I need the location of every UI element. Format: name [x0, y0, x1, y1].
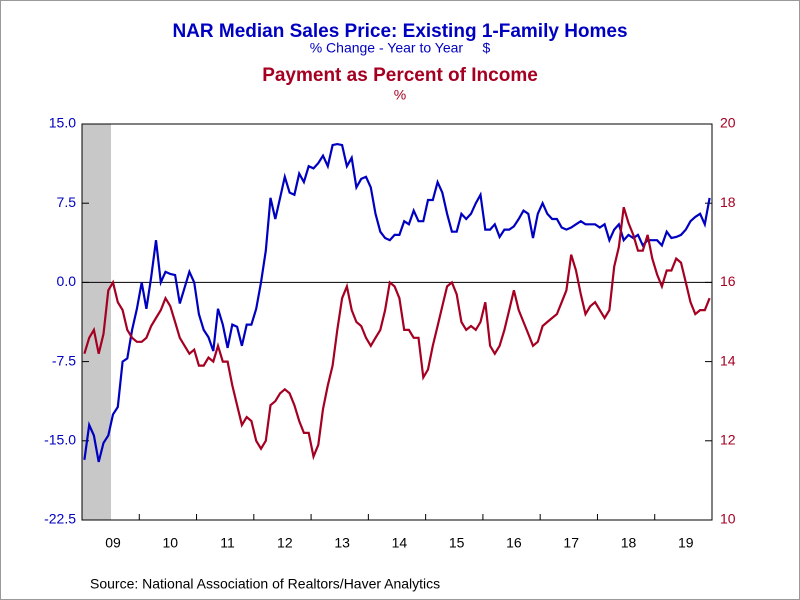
y-tick-label: -7.5	[52, 352, 76, 368]
y-tick-label: 15.0	[49, 115, 76, 131]
y-tick-label: 0.0	[57, 273, 77, 289]
series-line	[83, 142, 711, 463]
x-tick-label: 19	[678, 535, 694, 551]
series-title: NAR Median Sales Price: Existing 1-Famil…	[172, 21, 627, 42]
y2-tick-label: 12	[720, 432, 736, 448]
plot-frame	[81, 123, 713, 521]
x-tick-label: 15	[449, 535, 465, 551]
x-tick-label: 17	[563, 535, 579, 551]
x-tick-label: 11	[220, 535, 235, 551]
y2-tick-label: 18	[720, 194, 736, 210]
x-tick-label: 13	[334, 535, 350, 551]
y2-tick-label: 16	[720, 273, 736, 289]
recession-shade	[82, 124, 111, 520]
series-unit: % Change - Year to Year $	[310, 40, 491, 56]
x-tick-label: 12	[277, 535, 293, 551]
x-tick-label: 18	[621, 535, 637, 551]
source: Source: National Association of Realtors…	[90, 576, 440, 592]
x-tick-label: 09	[105, 535, 121, 551]
x-tick-label: 14	[392, 535, 408, 551]
y-tick-label: -22.5	[44, 511, 76, 527]
y2-tick-label: 10	[720, 511, 736, 527]
y-tick-label: -15.0	[44, 432, 76, 448]
y2-tick-label: 20	[720, 115, 736, 131]
series-line	[83, 206, 711, 461]
y2-tick-label: 14	[720, 352, 736, 368]
x-tick-label: 10	[163, 535, 179, 551]
y-tick-label: 7.5	[57, 194, 77, 210]
series-title: Payment as Percent of Income	[262, 65, 538, 86]
series-unit: %	[394, 87, 406, 103]
x-tick-label: 16	[506, 535, 522, 551]
